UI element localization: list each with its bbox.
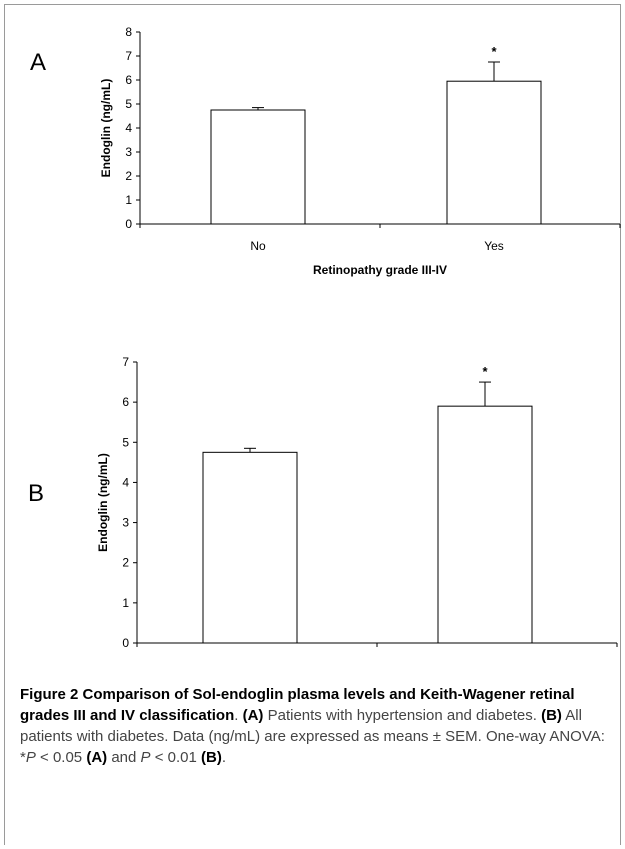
chart-b-y-tick-label: 0 xyxy=(122,636,129,650)
caption-and-text: and xyxy=(107,749,141,766)
chart-b-y-tick-label: 7 xyxy=(122,355,129,369)
chart-a-y-tick-label: 5 xyxy=(125,97,132,111)
chart-a-y-tick-label: 1 xyxy=(125,193,132,207)
chart-a-bar-no xyxy=(210,109,306,225)
chart-a-y-tick-label: 8 xyxy=(125,25,132,39)
chart-a-y-tick-label: 4 xyxy=(125,121,132,135)
caption-figure-label: Figure 2 xyxy=(20,686,79,703)
caption-p-symbol-2: P xyxy=(140,749,151,766)
chart-panel-a: A 0 1 2 3 4 5 6 7 8 No * Yes Retinopathy grade III-IV… xyxy=(0,0,625,300)
chart-a-y-tick-label: 7 xyxy=(125,49,132,63)
chart-a-y-tick-label: 3 xyxy=(125,145,132,159)
caption-p-text-2: < 0.01 xyxy=(150,749,202,766)
chart-a-x-tick-label: Yes xyxy=(484,239,504,253)
chart-b-y-tick-label: 2 xyxy=(122,556,129,570)
chart-b-significance-mark: * xyxy=(482,364,488,379)
caption-label-b2: (B) xyxy=(201,749,222,766)
chart-b-bar-yes xyxy=(437,405,533,644)
caption-label-a: (A) xyxy=(242,707,264,724)
chart-a-y-tick-label: 0 xyxy=(125,217,132,231)
caption-p-symbol-1: P xyxy=(25,749,36,766)
caption-label-a2: (A) xyxy=(86,749,108,766)
caption-text-b: All patients with diabetes. Data (ng/mL)… xyxy=(20,707,605,766)
chart-b-y-axis-label: Endoglin (ng/mL) xyxy=(96,453,110,552)
figure-frame xyxy=(4,4,621,845)
caption-text-a: Patients with hypertension and diabetes. xyxy=(267,707,537,724)
figure-caption: Figure 2 Comparison of Sol-endoglin plas… xyxy=(20,686,605,766)
chart-a-panel-label: A xyxy=(30,49,46,76)
chart-b-y-tick-label: 3 xyxy=(122,516,129,530)
caption-title: Comparison of Sol-endoglin plasma levels… xyxy=(20,686,575,724)
chart-a-bar-yes xyxy=(446,80,542,225)
chart-a-svg: A 0 1 2 3 4 5 6 7 8 No * Yes Retinopathy grade III-IV… xyxy=(30,25,621,277)
chart-b-y-tick-label: 4 xyxy=(122,475,129,489)
chart-b-bar-no xyxy=(202,451,298,644)
chart-a-y-tick-label: 2 xyxy=(125,169,132,183)
caption-end: . xyxy=(221,749,227,766)
caption-label-b: (B) xyxy=(541,707,562,724)
caption-p-text-1: < 0.05 xyxy=(35,749,87,766)
chart-b-panel-label: B xyxy=(28,480,44,507)
chart-b-y-tick-label: 6 xyxy=(122,395,129,409)
chart-a-x-tick-label: No xyxy=(250,239,266,253)
chart-b-y-tick-label: 5 xyxy=(122,435,129,449)
chart-a-significance-mark: * xyxy=(491,44,497,59)
chart-b-y-tick-label: 1 xyxy=(122,596,129,610)
chart-a-x-axis-label: Retinopathy grade III-IV xyxy=(313,263,447,277)
chart-a-y-axis-label: Endoglin (ng/mL) xyxy=(99,79,113,178)
chart-a-y-tick-label: 6 xyxy=(125,73,132,87)
